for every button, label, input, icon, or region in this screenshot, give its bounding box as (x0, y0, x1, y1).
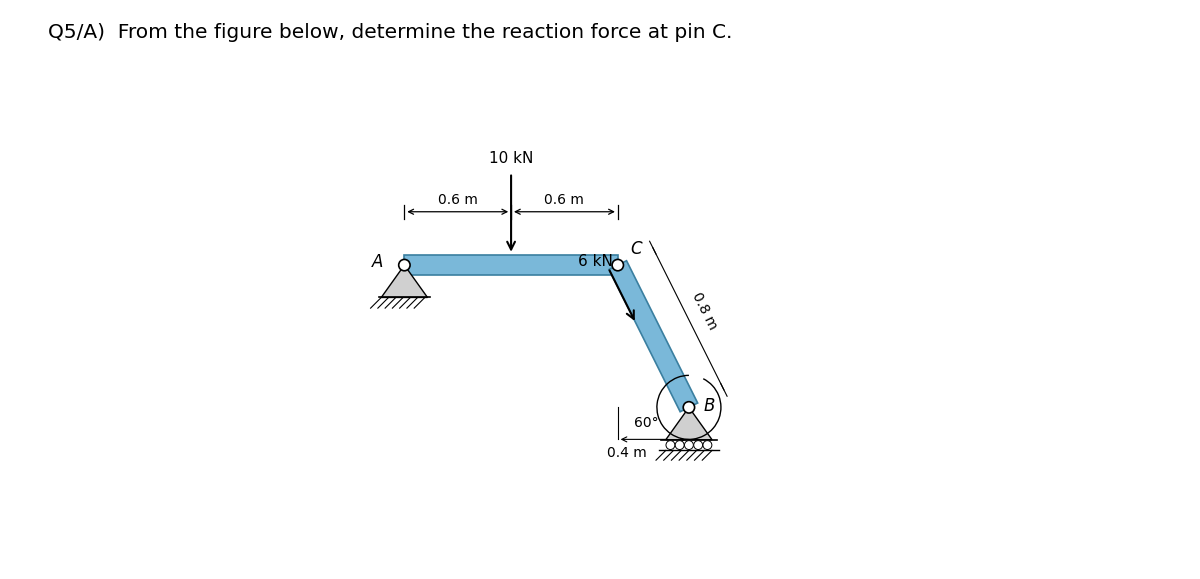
Polygon shape (382, 265, 427, 298)
Text: 10 kN: 10 kN (488, 151, 533, 166)
Text: C: C (630, 240, 642, 258)
Polygon shape (404, 255, 618, 275)
Circle shape (684, 441, 694, 449)
Text: B: B (703, 397, 714, 415)
Text: 6 kN: 6 kN (578, 254, 613, 269)
Circle shape (666, 441, 674, 449)
Circle shape (703, 441, 712, 449)
Text: 60°: 60° (634, 416, 659, 430)
Circle shape (612, 259, 624, 271)
Text: Q5/A)  From the figure below, determine the reaction force at pin C.: Q5/A) From the figure below, determine t… (48, 23, 732, 42)
Polygon shape (610, 261, 697, 412)
Circle shape (676, 441, 684, 449)
Circle shape (694, 441, 703, 449)
Text: 0.4 m: 0.4 m (607, 446, 647, 460)
Polygon shape (666, 408, 712, 439)
Circle shape (398, 259, 410, 271)
Text: 0.6 m: 0.6 m (438, 193, 478, 207)
Text: A: A (372, 252, 383, 270)
Text: 0.8 m: 0.8 m (689, 290, 720, 332)
Text: 0.6 m: 0.6 m (545, 193, 584, 207)
Circle shape (683, 402, 695, 413)
